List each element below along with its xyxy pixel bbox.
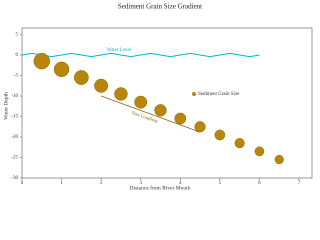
x-axis-label: Distance from River Mouth [130,184,191,191]
grain-point [194,121,206,133]
grain-point [53,61,70,78]
x-tick-label: 7 [298,181,301,186]
plot-frame [21,27,313,179]
grain-point [33,52,50,70]
water-level-label: Water Level [107,48,132,53]
y-tick-label: 5 [16,33,19,38]
gradient-arrow [101,95,201,133]
gradient-label: Size Gradient [131,111,159,125]
grain-point [254,146,265,157]
x-tick-label: 3 [139,181,142,186]
grain-point [174,112,187,125]
grain-point [114,87,128,101]
water-level-line [21,52,260,58]
legend-label: Sediment Grain Size [198,92,240,97]
grain-point [274,154,284,165]
y-axis-label: Water Depth [3,92,9,120]
x-tick-label: 0 [21,181,24,186]
grain-point [234,138,245,149]
y-tick-label: -30 [11,176,18,181]
grain-point [134,95,148,109]
chart: Sediment Grain Size Gradient Distance fr… [3,3,313,191]
grain-point [214,129,226,141]
legend-marker [192,92,196,96]
grain-point [94,78,109,93]
chart-title: Sediment Grain Size Gradient [118,3,202,11]
grain-point [154,104,167,117]
y-tick-label: -5 [14,74,19,79]
x-tick-label: 6 [258,181,261,186]
grain-point [74,70,89,85]
x-tick-label: 5 [219,181,222,186]
x-tick-label: 2 [100,181,103,186]
y-tick-label: -20 [11,135,18,140]
x-tick-label: 1 [60,181,63,186]
y-tick-label: 0 [16,53,19,58]
y-tick-label: -25 [11,156,18,161]
y-tick-label: -15 [11,115,18,120]
x-tick-label: 4 [179,181,182,186]
y-tick-label: -10 [11,94,18,99]
